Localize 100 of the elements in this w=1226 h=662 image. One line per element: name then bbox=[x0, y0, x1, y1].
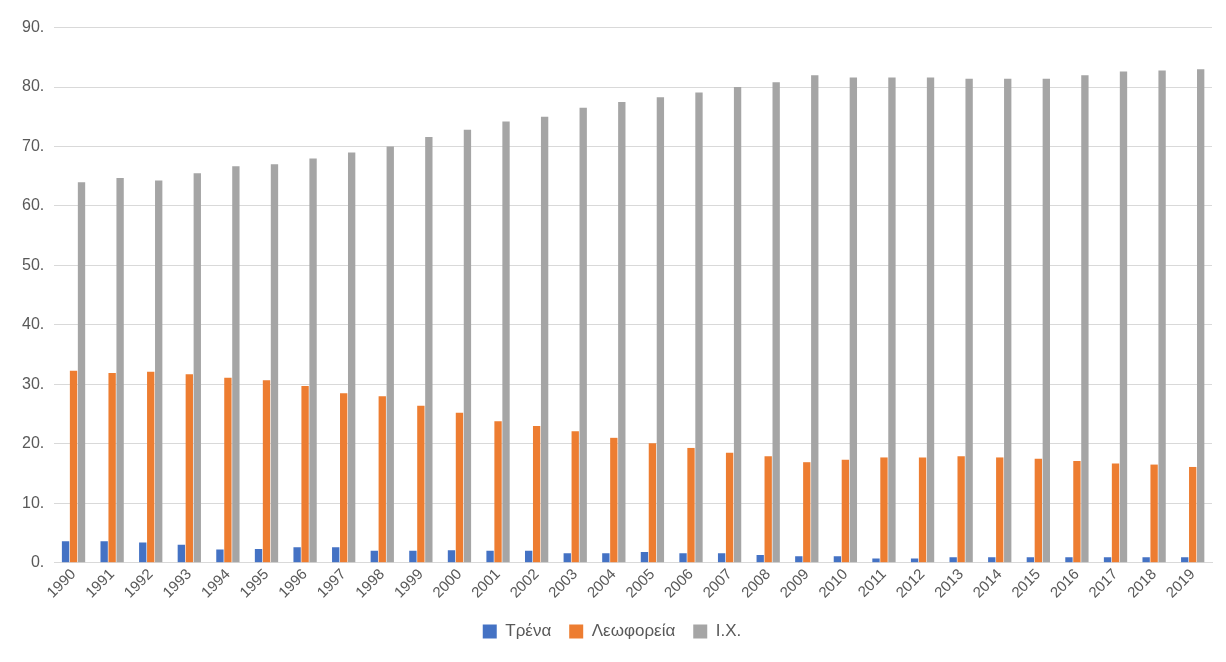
bar bbox=[656, 97, 665, 563]
bar bbox=[957, 456, 965, 563]
y-tick-label: 80. bbox=[21, 77, 45, 95]
bar bbox=[69, 370, 78, 563]
bar bbox=[888, 77, 896, 563]
bar bbox=[1065, 557, 1073, 563]
y-tick-label: 0. bbox=[30, 553, 45, 571]
bar bbox=[733, 87, 742, 563]
bar bbox=[949, 557, 957, 563]
bar bbox=[618, 101, 626, 563]
bar bbox=[378, 396, 386, 563]
bar bbox=[254, 549, 263, 563]
bar bbox=[717, 553, 726, 563]
bar bbox=[1158, 70, 1166, 563]
bar bbox=[309, 158, 317, 563]
y-tick-label: 50. bbox=[21, 255, 45, 273]
bar bbox=[193, 173, 201, 563]
bar bbox=[803, 462, 811, 563]
bar bbox=[1073, 461, 1081, 563]
bar bbox=[795, 556, 803, 563]
bar bbox=[965, 78, 973, 563]
bar bbox=[147, 371, 155, 563]
bar bbox=[61, 541, 70, 563]
bar bbox=[695, 92, 703, 563]
bar bbox=[772, 82, 780, 563]
bar bbox=[386, 146, 394, 563]
bar bbox=[1189, 466, 1197, 563]
bar bbox=[139, 542, 147, 563]
bar bbox=[447, 550, 456, 563]
bar bbox=[417, 405, 425, 563]
y-tick-label: 40. bbox=[21, 315, 45, 333]
bar bbox=[116, 178, 124, 563]
bar bbox=[610, 437, 618, 563]
bar bbox=[177, 544, 186, 563]
legend-label: Τρένα bbox=[505, 621, 552, 641]
bar bbox=[579, 107, 587, 563]
y-tick-label: 30. bbox=[21, 374, 45, 392]
bar bbox=[270, 164, 279, 563]
bar bbox=[756, 554, 764, 563]
bar bbox=[725, 452, 734, 563]
bar bbox=[155, 180, 163, 563]
bar bbox=[1034, 458, 1043, 563]
bar bbox=[1004, 78, 1012, 563]
bar bbox=[532, 425, 541, 563]
y-tick-label: 70. bbox=[21, 136, 45, 154]
bar bbox=[293, 547, 301, 563]
bar bbox=[224, 377, 232, 563]
bar bbox=[996, 457, 1004, 563]
bar bbox=[640, 551, 649, 563]
bar bbox=[849, 77, 858, 563]
bar bbox=[332, 547, 340, 563]
bar bbox=[648, 443, 657, 563]
bar bbox=[1197, 69, 1205, 563]
y-tick-label: 10. bbox=[21, 493, 45, 511]
bar bbox=[463, 129, 472, 563]
bar bbox=[1119, 71, 1128, 563]
bar bbox=[764, 456, 772, 563]
bar bbox=[1081, 75, 1089, 563]
bar bbox=[409, 550, 417, 563]
y-tick-label: 20. bbox=[21, 434, 45, 452]
bar bbox=[833, 556, 842, 563]
bar bbox=[108, 373, 116, 563]
bar bbox=[687, 447, 695, 563]
bar bbox=[540, 116, 549, 563]
bar bbox=[1103, 557, 1112, 563]
bar bbox=[841, 459, 850, 563]
legend-label: Ι.Χ. bbox=[715, 621, 742, 641]
bar bbox=[494, 421, 502, 563]
bar bbox=[486, 550, 494, 563]
bar bbox=[347, 152, 356, 563]
bar bbox=[1150, 464, 1158, 563]
legend-label: Λεωφορεία bbox=[591, 621, 676, 641]
bar bbox=[571, 431, 579, 563]
bar bbox=[1042, 78, 1050, 563]
bar bbox=[301, 386, 309, 563]
bar bbox=[988, 557, 996, 563]
bar bbox=[926, 77, 935, 563]
bar bbox=[425, 136, 433, 563]
bar bbox=[525, 550, 533, 563]
bar bbox=[100, 541, 108, 563]
bar bbox=[1026, 557, 1035, 563]
bar bbox=[216, 549, 224, 563]
y-tick-label: 60. bbox=[21, 196, 45, 214]
bar bbox=[1181, 557, 1189, 563]
bar bbox=[880, 457, 888, 563]
bar bbox=[232, 166, 240, 563]
bar bbox=[455, 412, 464, 563]
bar bbox=[602, 553, 610, 563]
bar bbox=[1111, 463, 1120, 563]
bar bbox=[679, 553, 687, 563]
y-tick-label: 90. bbox=[21, 18, 45, 36]
bar bbox=[502, 121, 510, 563]
bar bbox=[77, 182, 86, 563]
bar bbox=[185, 374, 193, 563]
bar bbox=[340, 393, 348, 563]
bar bbox=[262, 380, 271, 563]
bar bbox=[370, 550, 378, 563]
bar bbox=[1142, 557, 1150, 563]
bar bbox=[811, 75, 819, 563]
bar bbox=[563, 553, 571, 563]
